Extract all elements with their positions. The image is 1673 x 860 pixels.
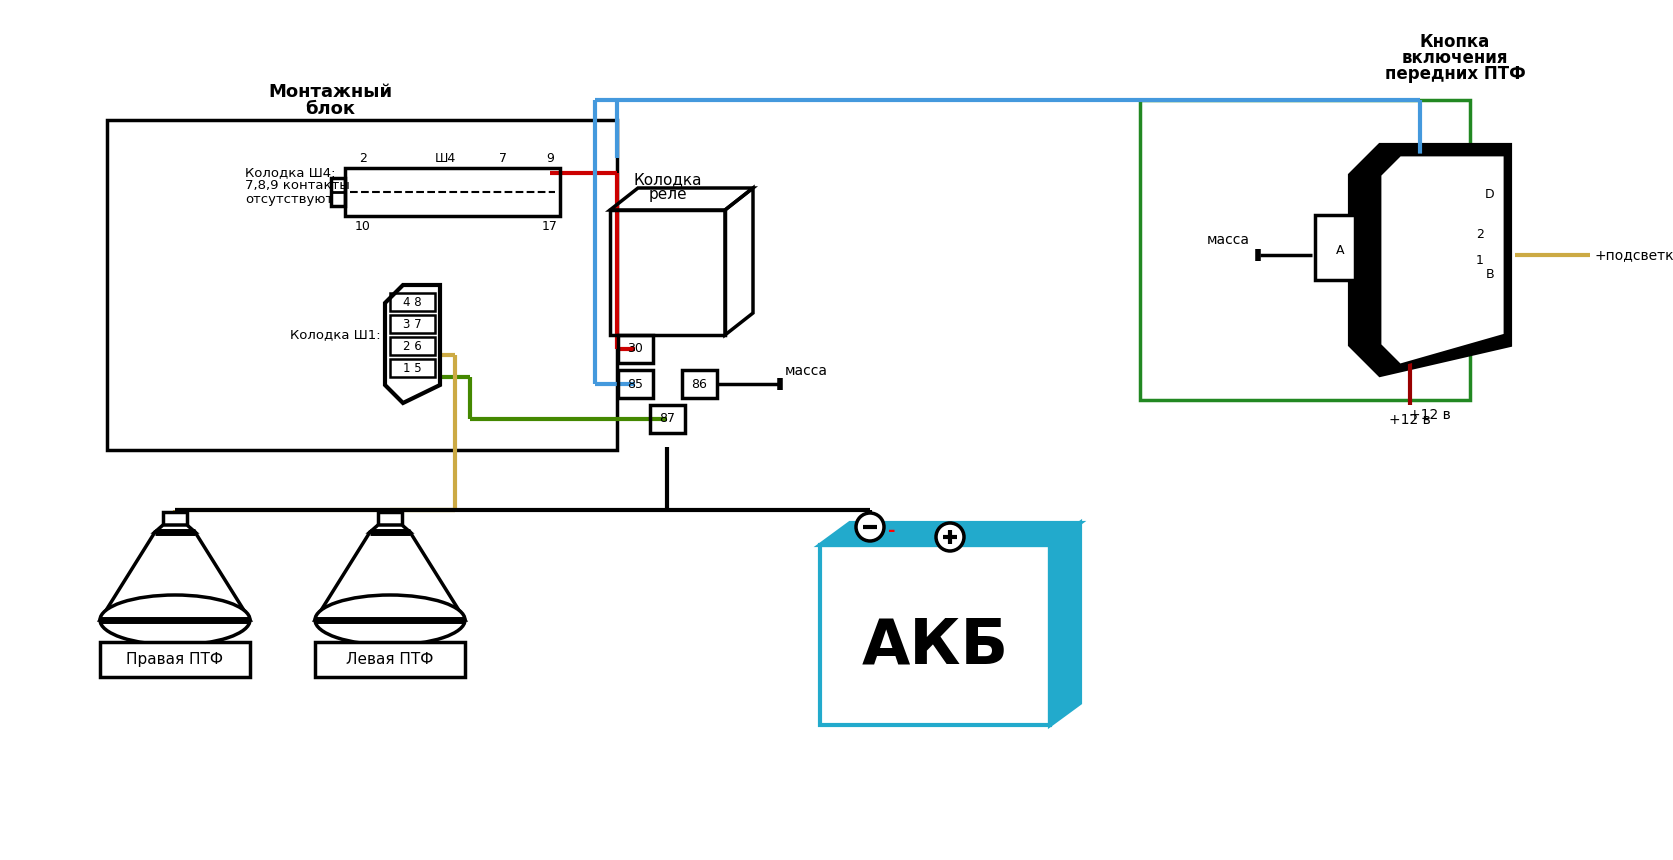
Text: масса: масса bbox=[1206, 233, 1250, 247]
Polygon shape bbox=[156, 525, 194, 532]
Ellipse shape bbox=[315, 595, 465, 645]
Text: АКБ: АКБ bbox=[862, 617, 1007, 677]
Bar bbox=[617, 335, 652, 363]
Ellipse shape bbox=[100, 595, 249, 645]
Bar bbox=[1315, 215, 1353, 280]
Text: блок: блок bbox=[304, 100, 355, 118]
Bar bbox=[107, 120, 617, 450]
Circle shape bbox=[855, 513, 883, 541]
Bar bbox=[390, 315, 435, 333]
Text: включения: включения bbox=[1400, 49, 1507, 67]
Bar bbox=[162, 512, 187, 532]
Text: Колодка Ш4:: Колодка Ш4: bbox=[244, 167, 335, 180]
Bar bbox=[100, 642, 249, 677]
Bar bbox=[390, 359, 435, 377]
Bar bbox=[390, 337, 435, 355]
Text: 17: 17 bbox=[542, 219, 557, 232]
Text: 7: 7 bbox=[499, 152, 507, 165]
Bar bbox=[681, 370, 716, 398]
Text: 1: 1 bbox=[1476, 254, 1482, 267]
Polygon shape bbox=[1379, 155, 1504, 365]
Circle shape bbox=[935, 523, 964, 551]
Text: 4 8: 4 8 bbox=[403, 296, 422, 309]
Text: 10: 10 bbox=[355, 219, 371, 232]
Text: Кнопка: Кнопка bbox=[1419, 33, 1489, 51]
Text: 30: 30 bbox=[627, 342, 642, 355]
Text: 2: 2 bbox=[358, 152, 366, 165]
Bar bbox=[315, 642, 465, 677]
Text: реле: реле bbox=[647, 187, 686, 201]
Text: +подсветка: +подсветка bbox=[1594, 248, 1673, 262]
Text: +12 в: +12 в bbox=[1389, 413, 1430, 427]
Text: масса: масса bbox=[785, 364, 828, 378]
Text: B: B bbox=[1486, 268, 1494, 281]
Polygon shape bbox=[820, 523, 1079, 545]
Text: +12 в: +12 в bbox=[1409, 408, 1450, 422]
Text: Колодка: Колодка bbox=[632, 173, 701, 187]
Text: 7,8,9 контакты: 7,8,9 контакты bbox=[244, 180, 350, 193]
Bar bbox=[345, 168, 560, 216]
Text: Колодка Ш1:: Колодка Ш1: bbox=[289, 329, 380, 341]
Text: Левая ПТФ: Левая ПТФ bbox=[346, 653, 433, 667]
Polygon shape bbox=[370, 525, 410, 532]
Bar bbox=[649, 405, 684, 433]
Text: 87: 87 bbox=[659, 413, 674, 426]
Text: A: A bbox=[1335, 243, 1343, 256]
Bar bbox=[609, 210, 724, 335]
Text: 85: 85 bbox=[627, 378, 642, 390]
Polygon shape bbox=[100, 532, 249, 620]
Text: отсутствуют: отсутствуют bbox=[244, 193, 333, 206]
Bar bbox=[617, 370, 652, 398]
Bar bbox=[1139, 100, 1469, 400]
Text: Правая ПТФ: Правая ПТФ bbox=[127, 653, 224, 667]
Text: 3 7: 3 7 bbox=[403, 317, 422, 330]
Text: 2 6: 2 6 bbox=[403, 340, 422, 353]
Text: D: D bbox=[1484, 188, 1494, 201]
Text: 1 5: 1 5 bbox=[403, 361, 422, 374]
Text: 86: 86 bbox=[691, 378, 706, 390]
Polygon shape bbox=[1049, 523, 1079, 725]
Text: Монтажный: Монтажный bbox=[268, 83, 391, 101]
Text: передних ПТФ: передних ПТФ bbox=[1384, 65, 1524, 83]
Text: Ш4: Ш4 bbox=[433, 152, 455, 165]
Text: 9: 9 bbox=[545, 152, 554, 165]
Text: 2: 2 bbox=[1476, 229, 1482, 242]
Bar bbox=[390, 293, 435, 311]
Polygon shape bbox=[315, 532, 465, 620]
Bar bbox=[378, 512, 402, 532]
Polygon shape bbox=[1348, 145, 1509, 375]
Text: -: - bbox=[888, 522, 895, 540]
Bar bbox=[820, 545, 1049, 725]
